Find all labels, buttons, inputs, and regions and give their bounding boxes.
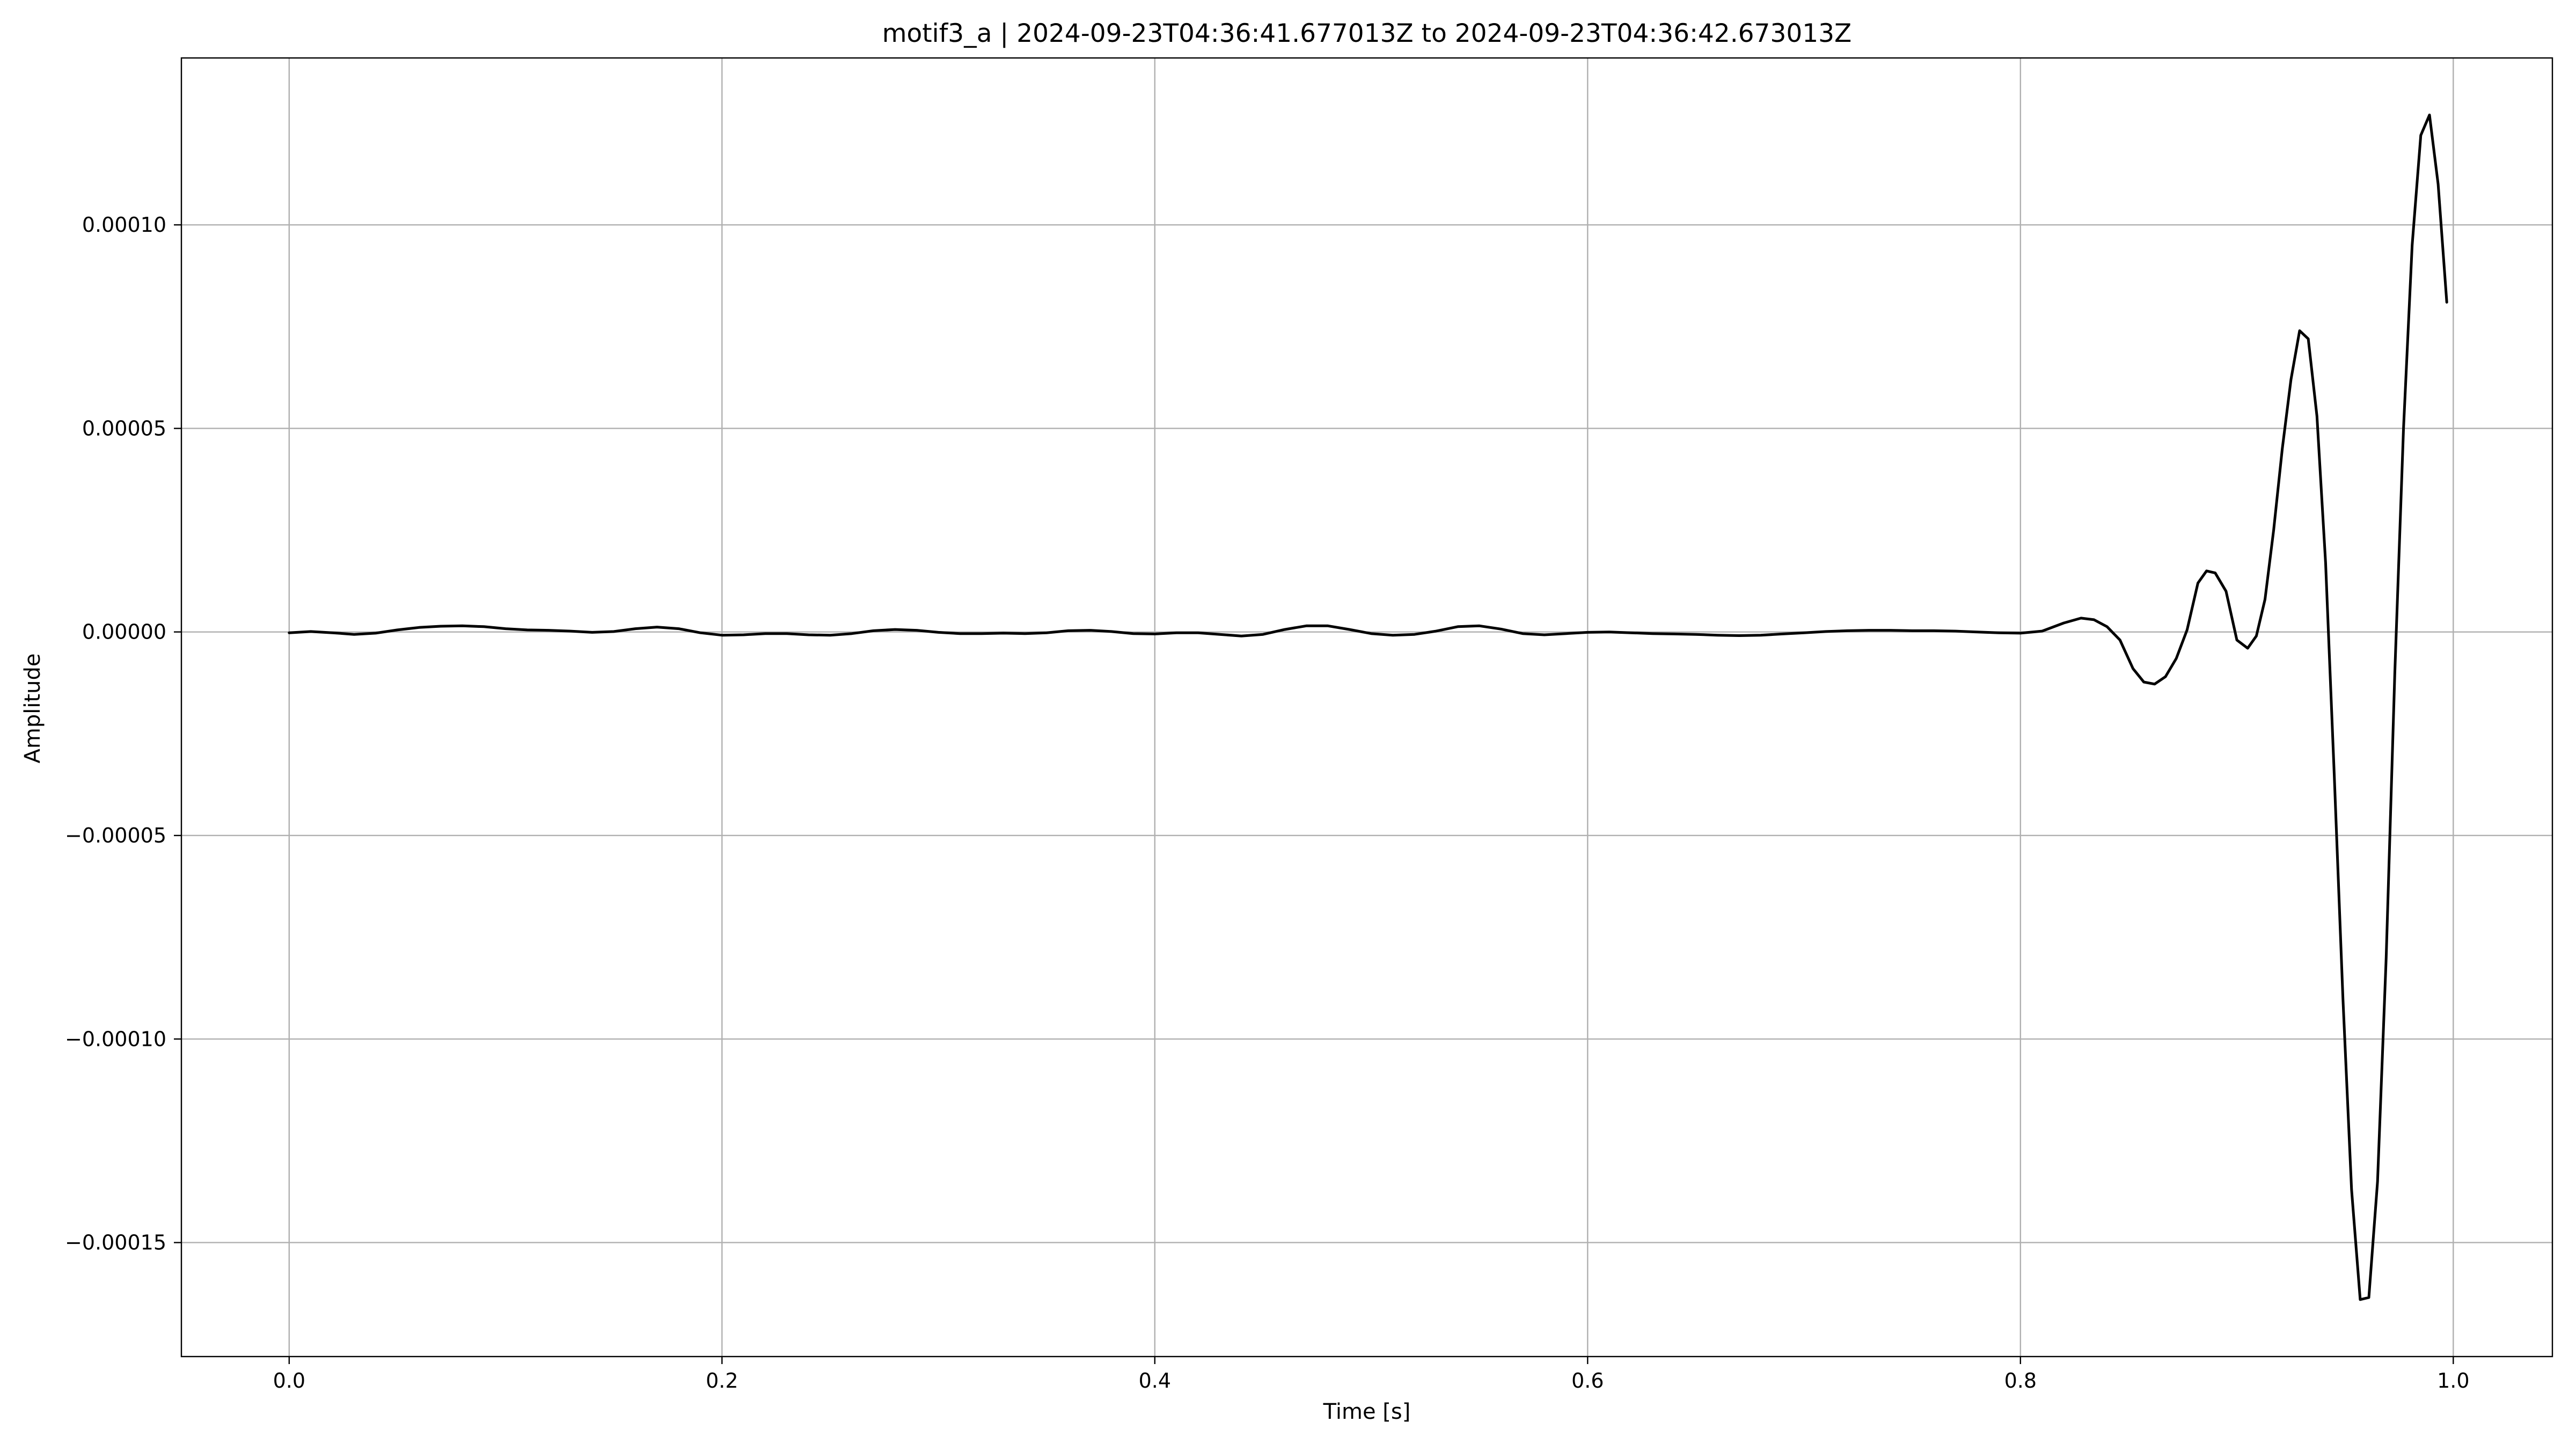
x-tick-label: 0.8 xyxy=(2004,1369,2037,1393)
x-tick-label: 0.4 xyxy=(1139,1369,1171,1393)
x-tick-label: 0.6 xyxy=(1571,1369,1604,1393)
x-tick-label: 1.0 xyxy=(2437,1369,2469,1393)
y-tick-label: 0.00005 xyxy=(82,416,166,440)
series-layer xyxy=(288,113,2448,1301)
x-axis-ticks: 0.0 0.2 0.4 0.6 0.8 1.0 xyxy=(273,1357,2470,1393)
plot-frame xyxy=(180,57,2553,1358)
x-tick-label: 0.2 xyxy=(706,1369,738,1393)
y-tick-label: −0.00005 xyxy=(65,824,166,847)
y-tick-label: 0.00010 xyxy=(82,213,166,237)
y-axis-ticks: 0.00010 0.00005 0.00000 −0.00005 −0.00010 −0.… xyxy=(65,213,181,1255)
x-tick-label: 0.0 xyxy=(273,1369,305,1393)
x-axis-label: Time [s] xyxy=(1323,1399,1411,1424)
chart-title: motif3_a | 2024-09-23T04:36:41.677013Z t… xyxy=(882,19,1852,48)
y-axis-label: Amplitude xyxy=(20,654,45,764)
y-tick-label: −0.00010 xyxy=(65,1027,166,1051)
y-tick-label: 0.00000 xyxy=(82,620,166,644)
series-line xyxy=(288,113,2448,1301)
grid-lines xyxy=(181,58,2552,1357)
y-tick-label: −0.00015 xyxy=(65,1231,166,1255)
